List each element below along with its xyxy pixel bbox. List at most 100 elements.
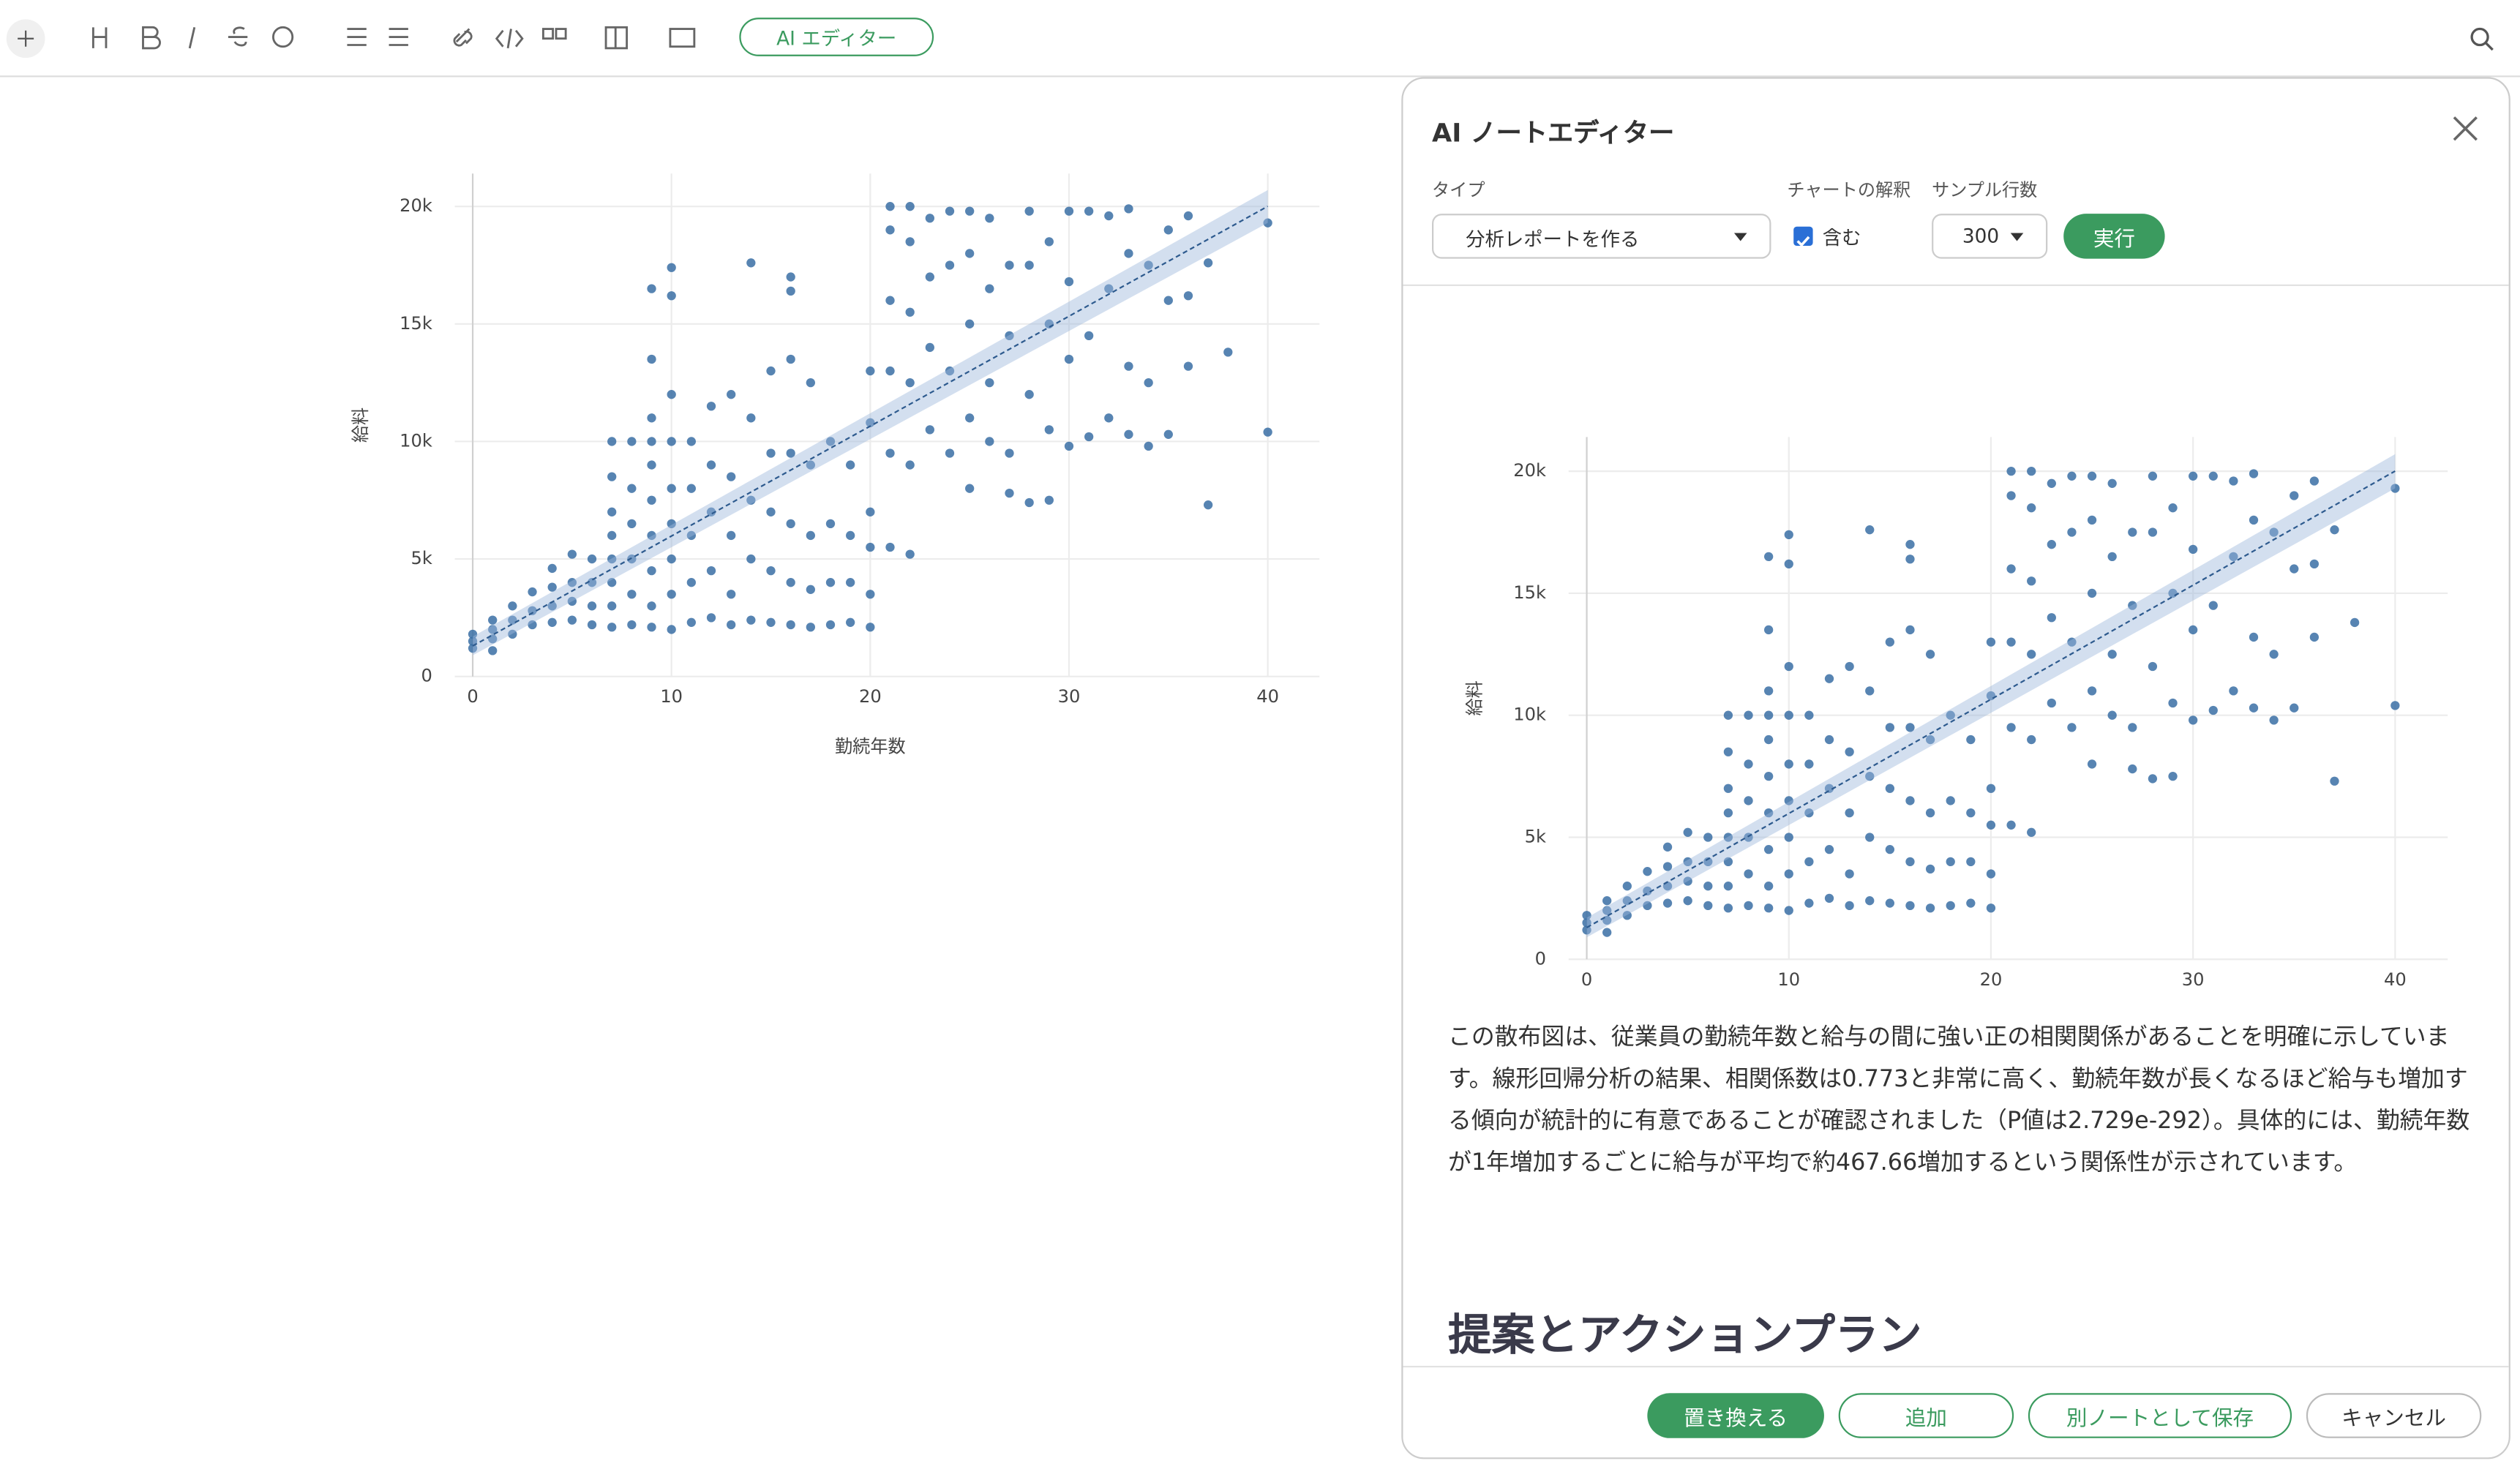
point [1084, 432, 1094, 442]
point [1044, 237, 1054, 247]
point [547, 617, 557, 627]
format-icons[interactable] [91, 26, 696, 50]
sample-select[interactable]: 300 [1932, 214, 2048, 259]
point [2027, 576, 2036, 586]
point [1703, 901, 1713, 911]
add-button[interactable]: 追加 [1838, 1393, 2014, 1438]
x-tick-label: 20 [859, 686, 882, 707]
point [2309, 632, 2320, 642]
point [647, 284, 656, 293]
point [727, 590, 736, 599]
point [846, 578, 855, 587]
point [885, 448, 895, 458]
point [1986, 903, 1996, 913]
point [786, 354, 795, 364]
point [667, 554, 676, 564]
point [866, 623, 875, 632]
point [508, 601, 517, 611]
point [508, 629, 517, 639]
point [786, 448, 795, 458]
point [945, 448, 955, 458]
point [1885, 845, 1895, 854]
point [1824, 784, 1834, 793]
point [766, 507, 776, 516]
point [746, 258, 756, 268]
point [1865, 686, 1875, 696]
point [1622, 882, 1632, 891]
point [1263, 218, 1272, 228]
point [2168, 503, 2178, 513]
point [1763, 882, 1774, 891]
point [1723, 857, 1733, 866]
point [587, 578, 597, 587]
point [1966, 808, 1976, 818]
point [885, 366, 895, 376]
point [846, 617, 855, 627]
point [2189, 544, 2198, 555]
point [2047, 478, 2056, 488]
point [766, 566, 776, 576]
toolbar-icons [6, 19, 696, 59]
ai-editor-button[interactable]: AI エディター [739, 18, 934, 56]
confidence-band [473, 189, 1268, 655]
point [965, 484, 975, 493]
point [846, 460, 855, 470]
report-heading: 提案とアクションプラン [1447, 1311, 1922, 1361]
point [667, 625, 676, 634]
point [2006, 723, 2016, 732]
point [905, 237, 915, 247]
point [2047, 698, 2056, 708]
x-tick-label: 40 [1256, 686, 1279, 707]
y-tick-label: 15k [400, 313, 432, 334]
point [667, 437, 676, 446]
point [1763, 903, 1774, 913]
x-tick-label: 10 [660, 686, 683, 707]
checkbox[interactable] [1793, 226, 1813, 247]
point [1662, 898, 1673, 908]
point [766, 617, 776, 627]
run-button[interactable]: 実行 [2063, 214, 2165, 259]
point [1986, 784, 1996, 793]
y-tick-label: 5k [410, 548, 432, 568]
point [1005, 448, 1014, 458]
point [607, 437, 617, 446]
cancel-button[interactable]: キャンセル [2306, 1393, 2482, 1438]
type-select[interactable]: 分析レポートを作る [1432, 214, 1771, 259]
point [1986, 820, 1996, 830]
point [1925, 864, 1935, 873]
point [2208, 601, 2218, 610]
point [1662, 842, 1673, 852]
point [607, 507, 617, 516]
point [945, 366, 955, 376]
point [2047, 540, 2056, 549]
point [825, 620, 836, 630]
point [1824, 893, 1834, 903]
close-icon[interactable] [2451, 114, 2480, 143]
point [1064, 441, 1074, 451]
point [825, 437, 836, 446]
point [607, 472, 617, 481]
y-axis-title: 給料 [350, 407, 371, 443]
point [1144, 260, 1153, 270]
point [647, 437, 656, 446]
x-tick-label: 40 [2384, 969, 2407, 990]
point [2148, 661, 2158, 672]
point [1763, 552, 1774, 562]
point [2148, 471, 2158, 481]
replace-button[interactable]: 置き換える [1647, 1393, 1824, 1438]
save-as-button[interactable]: 別ノートとして保存 [2028, 1393, 2292, 1438]
point [1763, 734, 1774, 745]
point [1845, 747, 1854, 756]
point [2067, 527, 2077, 537]
point [985, 284, 994, 293]
point [1124, 361, 1133, 371]
point [587, 601, 597, 611]
point [806, 585, 815, 594]
point [885, 202, 895, 211]
search-icon[interactable] [2465, 23, 2497, 55]
point [2067, 637, 2077, 647]
point [1845, 808, 1854, 818]
point [1905, 625, 1915, 635]
point [607, 601, 617, 611]
point [1845, 661, 1854, 672]
